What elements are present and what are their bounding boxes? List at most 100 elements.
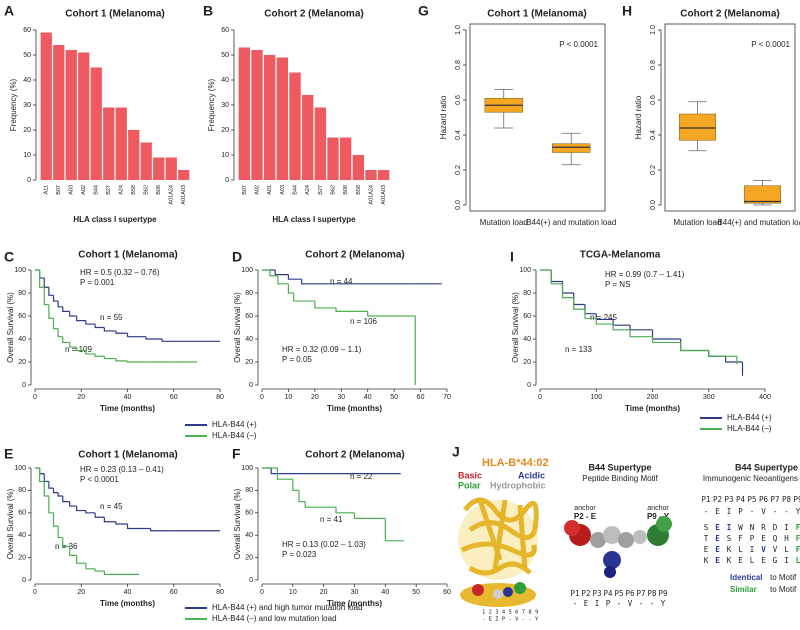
peptide-residue: N (750, 523, 755, 532)
peptide-residue: I (784, 523, 789, 532)
y-tick-label: 60 (523, 313, 531, 320)
y-tick-label: 60 (221, 27, 229, 34)
neo-position: P9 (793, 495, 800, 504)
y-tick-label: 100 (14, 267, 26, 274)
x-tick-label: A01A24 (368, 185, 374, 205)
peptide-residue: E (704, 545, 709, 554)
y-tick-label: 60 (18, 313, 26, 320)
survival-step (651, 336, 681, 344)
y-tick-label: 50 (221, 52, 229, 59)
peptide-residue: V (761, 545, 766, 554)
survival-step (680, 339, 709, 352)
chart-title: Cohort 1 (Melanoma) (78, 450, 177, 461)
bar (140, 142, 152, 180)
y-tick-label: 0 (27, 177, 31, 184)
x-tick-label: 60 (170, 394, 178, 401)
motif-residue: - (617, 599, 622, 608)
panel-letter: E (4, 446, 13, 462)
motif-residue: P (606, 599, 611, 608)
peptide-residue: Q (773, 534, 778, 543)
peptide-residue: D (773, 523, 778, 532)
peptide-residue: I (727, 523, 732, 532)
y-axis-label: Frequency (%) (9, 78, 18, 131)
x-tick-label: 40 (124, 589, 132, 596)
motif-subtitle: Peptide Binding Motif (582, 474, 658, 483)
x-axis-label: Time (months) (625, 404, 680, 413)
annotation: n = 245 (590, 313, 617, 322)
survival-step (629, 329, 653, 338)
panel: G Cohort 1 (Melanoma) Hazard ratio 0.0 0.2 0.… (418, 3, 616, 227)
annotation: P < 0.0001 (80, 475, 119, 484)
survival-step (335, 507, 355, 514)
annotation: P < 0.0001 (751, 40, 790, 49)
y-tick-label: 0.4 (650, 130, 657, 140)
x-tick-label: A02 (254, 185, 260, 195)
survival-step (708, 350, 726, 357)
survival-step (39, 270, 45, 288)
peptide-residue: L (784, 545, 789, 554)
survival-step (274, 270, 289, 276)
bar (40, 32, 52, 180)
motif-title: B44 Supertype (588, 462, 651, 472)
survival-step (62, 306, 70, 312)
to-motif: to Motif (770, 585, 797, 594)
legend-label: HLA-B44 (+) (212, 420, 257, 429)
peptide-residue: E (715, 545, 720, 554)
neo-position: P3 (724, 495, 733, 504)
peptide-residue: K (704, 556, 709, 565)
survival-step (304, 501, 336, 508)
x-tick-label: B07 (242, 185, 248, 195)
legend-hydrophobic: Hydrophobic (490, 480, 546, 490)
y-tick-label: 10 (23, 152, 31, 159)
neo-position: P2 (713, 495, 722, 504)
peptide-residue: I (784, 556, 789, 565)
peptide-residue: E (715, 534, 720, 543)
survival-step (276, 468, 293, 480)
panel-letter: D (232, 249, 242, 265)
motif-position: P2 (581, 589, 590, 598)
x-tick-label: A03 (69, 185, 75, 195)
y-tick-label: 20 (23, 127, 31, 134)
survival-step (292, 479, 299, 491)
y-tick-label: 30 (23, 102, 31, 109)
panel: B Cohort 2 (Melanoma) Frequency (%) 0 10 20 30… (203, 3, 390, 224)
y-tick-label: 40 (245, 532, 253, 539)
survival-step (52, 512, 59, 527)
survival-step (270, 468, 401, 475)
plot-frame (469, 23, 606, 212)
peptide-residue: W (738, 523, 743, 532)
peptide-residue: S (727, 534, 732, 543)
neo-subtitle: Immunogenic Neoantigens (703, 474, 798, 483)
protein-structure (458, 497, 539, 607)
x-tick-label: A24 (119, 185, 125, 195)
survival-step (550, 270, 563, 283)
survival-step (57, 492, 63, 497)
y-tick-label: 80 (18, 290, 26, 297)
x-tick-label: 80 (216, 589, 224, 596)
x-tick-label: B44(+) and mutation load (526, 218, 616, 227)
similar-label: Similar (730, 585, 757, 594)
legend-label: HLA-B44 (+) and high tumor mutation load (212, 603, 363, 612)
x-tick-label: B62 (330, 185, 336, 195)
survival-step (301, 279, 416, 285)
peptide-residue: T (704, 534, 709, 543)
survival-step (298, 490, 306, 503)
legend-polar: Polar (458, 480, 481, 490)
x-tick-label: B44 (94, 185, 100, 195)
motif-position: P8 (647, 589, 657, 598)
y-tick-label: 0 (22, 382, 26, 389)
chart-title: Cohort 1 (Melanoma) (487, 9, 586, 20)
panel: I TCGA-Melanoma Overall Survival (%) 0 20 40 6… (510, 249, 772, 433)
x-axis-label: Time (months) (327, 404, 382, 413)
plot-frame (664, 23, 796, 212)
survival-step (115, 358, 128, 362)
survival-step (62, 336, 70, 344)
anchor-position: P9 - Y (647, 512, 670, 521)
survival-step (150, 528, 174, 532)
legend-basic: Basic (458, 470, 482, 480)
survival-step (52, 318, 59, 330)
survival-step (584, 309, 597, 319)
neo-position: P7 (770, 495, 779, 504)
bar (238, 47, 251, 180)
